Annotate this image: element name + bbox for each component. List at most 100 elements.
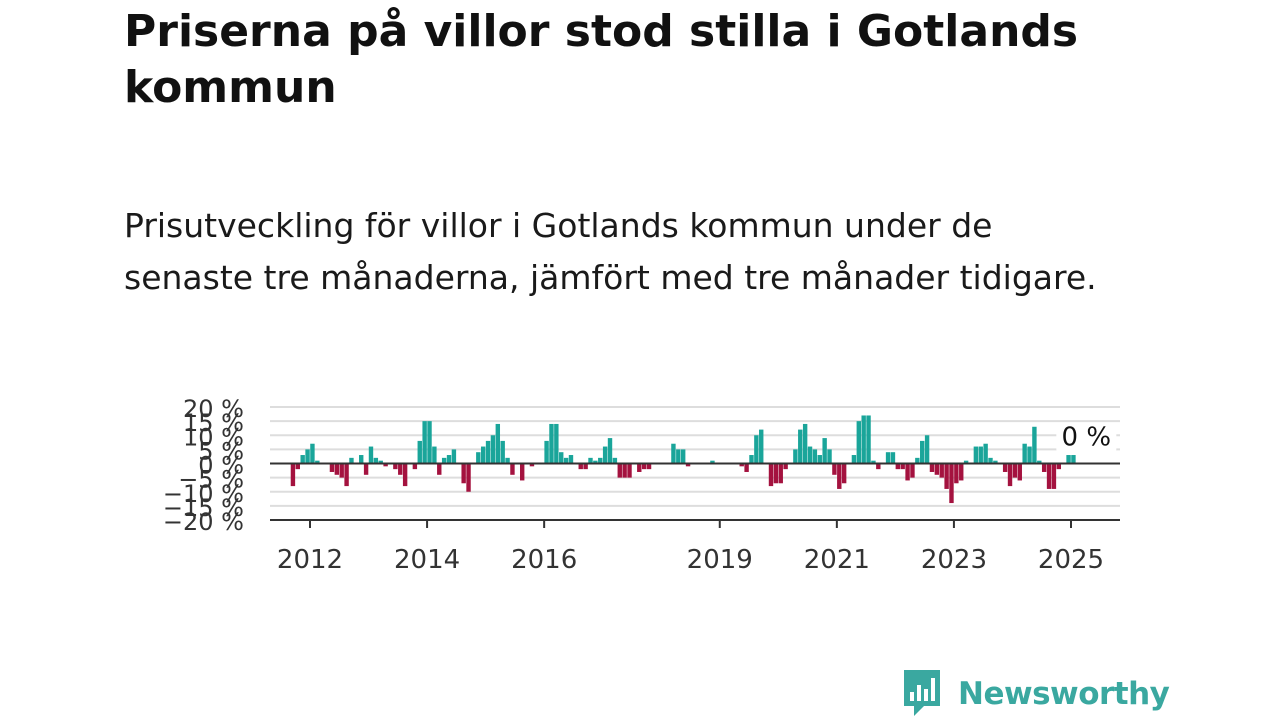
bar — [739, 463, 744, 467]
bar — [1071, 455, 1076, 464]
bar — [598, 457, 603, 464]
bar — [1037, 460, 1042, 464]
bar — [622, 463, 627, 478]
chart-subtitle: Prisutveckling för villor i Gotlands kom… — [124, 206, 1097, 297]
bar — [783, 463, 788, 470]
bar — [832, 463, 837, 475]
bar — [885, 452, 891, 464]
chart-title: Priserna på villor stod stilla i Gotland… — [124, 6, 1079, 113]
bar-chart: 20 %15 %10 %5 %0 %−5 %−10 %−15 %−20 % 20… — [163, 395, 1120, 575]
y-tick-label: 10 % — [183, 423, 244, 451]
bar — [617, 463, 622, 478]
bar — [754, 435, 759, 464]
bar — [680, 449, 686, 464]
x-axis-tick-labels: 2012 2014 2016 2019 2021 2023 2025 — [277, 520, 1104, 575]
bar — [963, 460, 969, 464]
y-tick-label: −10 % — [163, 480, 244, 508]
bar — [944, 463, 949, 489]
bar — [505, 457, 510, 464]
bar — [1066, 455, 1071, 464]
bar — [602, 446, 608, 464]
bar — [310, 443, 315, 464]
bar — [300, 455, 305, 464]
newsworthy-logo: Newsworthy — [902, 670, 1170, 718]
bar — [939, 463, 944, 478]
x-tick-label: 2021 — [804, 545, 870, 575]
bar — [988, 457, 993, 464]
bar — [373, 457, 379, 464]
x-tick-label: 2025 — [1038, 545, 1104, 575]
bar — [339, 463, 344, 478]
bar — [461, 463, 466, 484]
bar — [383, 463, 388, 467]
x-tick-label: 2019 — [687, 545, 753, 575]
bar — [510, 463, 515, 475]
bar — [949, 463, 954, 504]
bar — [827, 449, 832, 464]
bar — [578, 463, 583, 470]
bar — [866, 415, 871, 464]
y-tick-label: 0 % — [198, 452, 244, 480]
bar — [759, 429, 764, 464]
bar — [871, 460, 876, 464]
bar — [710, 460, 715, 464]
bar — [554, 423, 559, 464]
bar — [490, 435, 496, 464]
bar — [895, 463, 901, 470]
bar — [920, 440, 925, 464]
bar — [583, 463, 588, 470]
bar — [432, 446, 437, 464]
bar — [856, 421, 861, 464]
bar — [476, 452, 481, 464]
bar — [368, 446, 374, 464]
bar — [851, 455, 857, 464]
bar — [993, 460, 998, 464]
bar — [485, 440, 491, 464]
bar — [900, 463, 905, 470]
newsworthy-bar-chart-icon — [904, 670, 940, 716]
bar — [563, 457, 569, 464]
bar — [837, 463, 842, 489]
bar — [359, 455, 364, 464]
x-tick-label: 2014 — [394, 545, 460, 575]
bar — [305, 449, 310, 464]
bar — [1022, 443, 1027, 464]
brand-name: Newsworthy — [958, 676, 1170, 712]
bar — [1041, 463, 1047, 472]
bar — [807, 446, 813, 464]
bar — [480, 446, 486, 464]
bar — [466, 463, 471, 492]
bar — [559, 452, 564, 464]
bar — [749, 455, 754, 464]
x-tick-label: 2012 — [277, 545, 343, 575]
bar — [500, 440, 505, 464]
bar — [427, 421, 432, 464]
bar — [778, 463, 783, 484]
bar — [398, 463, 403, 475]
bar — [402, 463, 408, 487]
bar — [861, 415, 866, 464]
bar — [890, 452, 896, 464]
bars — [290, 415, 1076, 504]
bar — [315, 460, 320, 464]
grid-lines — [270, 406, 1120, 521]
data-label-halo — [1056, 423, 1117, 454]
bar — [768, 463, 774, 487]
y-tick-label: −20 % — [163, 508, 244, 536]
bar — [1007, 463, 1013, 487]
bar — [637, 463, 642, 472]
bar — [588, 457, 593, 464]
bar — [812, 449, 818, 464]
axes — [270, 462, 1120, 521]
bar — [612, 457, 618, 464]
data-labels: 0 % — [1056, 423, 1117, 454]
bar — [441, 457, 447, 464]
bar — [817, 455, 822, 464]
bar — [334, 463, 340, 475]
bar — [1051, 463, 1057, 489]
bar — [417, 440, 422, 464]
bar — [910, 463, 915, 478]
bar — [1056, 463, 1061, 470]
bar — [529, 463, 535, 467]
bar — [378, 460, 383, 464]
